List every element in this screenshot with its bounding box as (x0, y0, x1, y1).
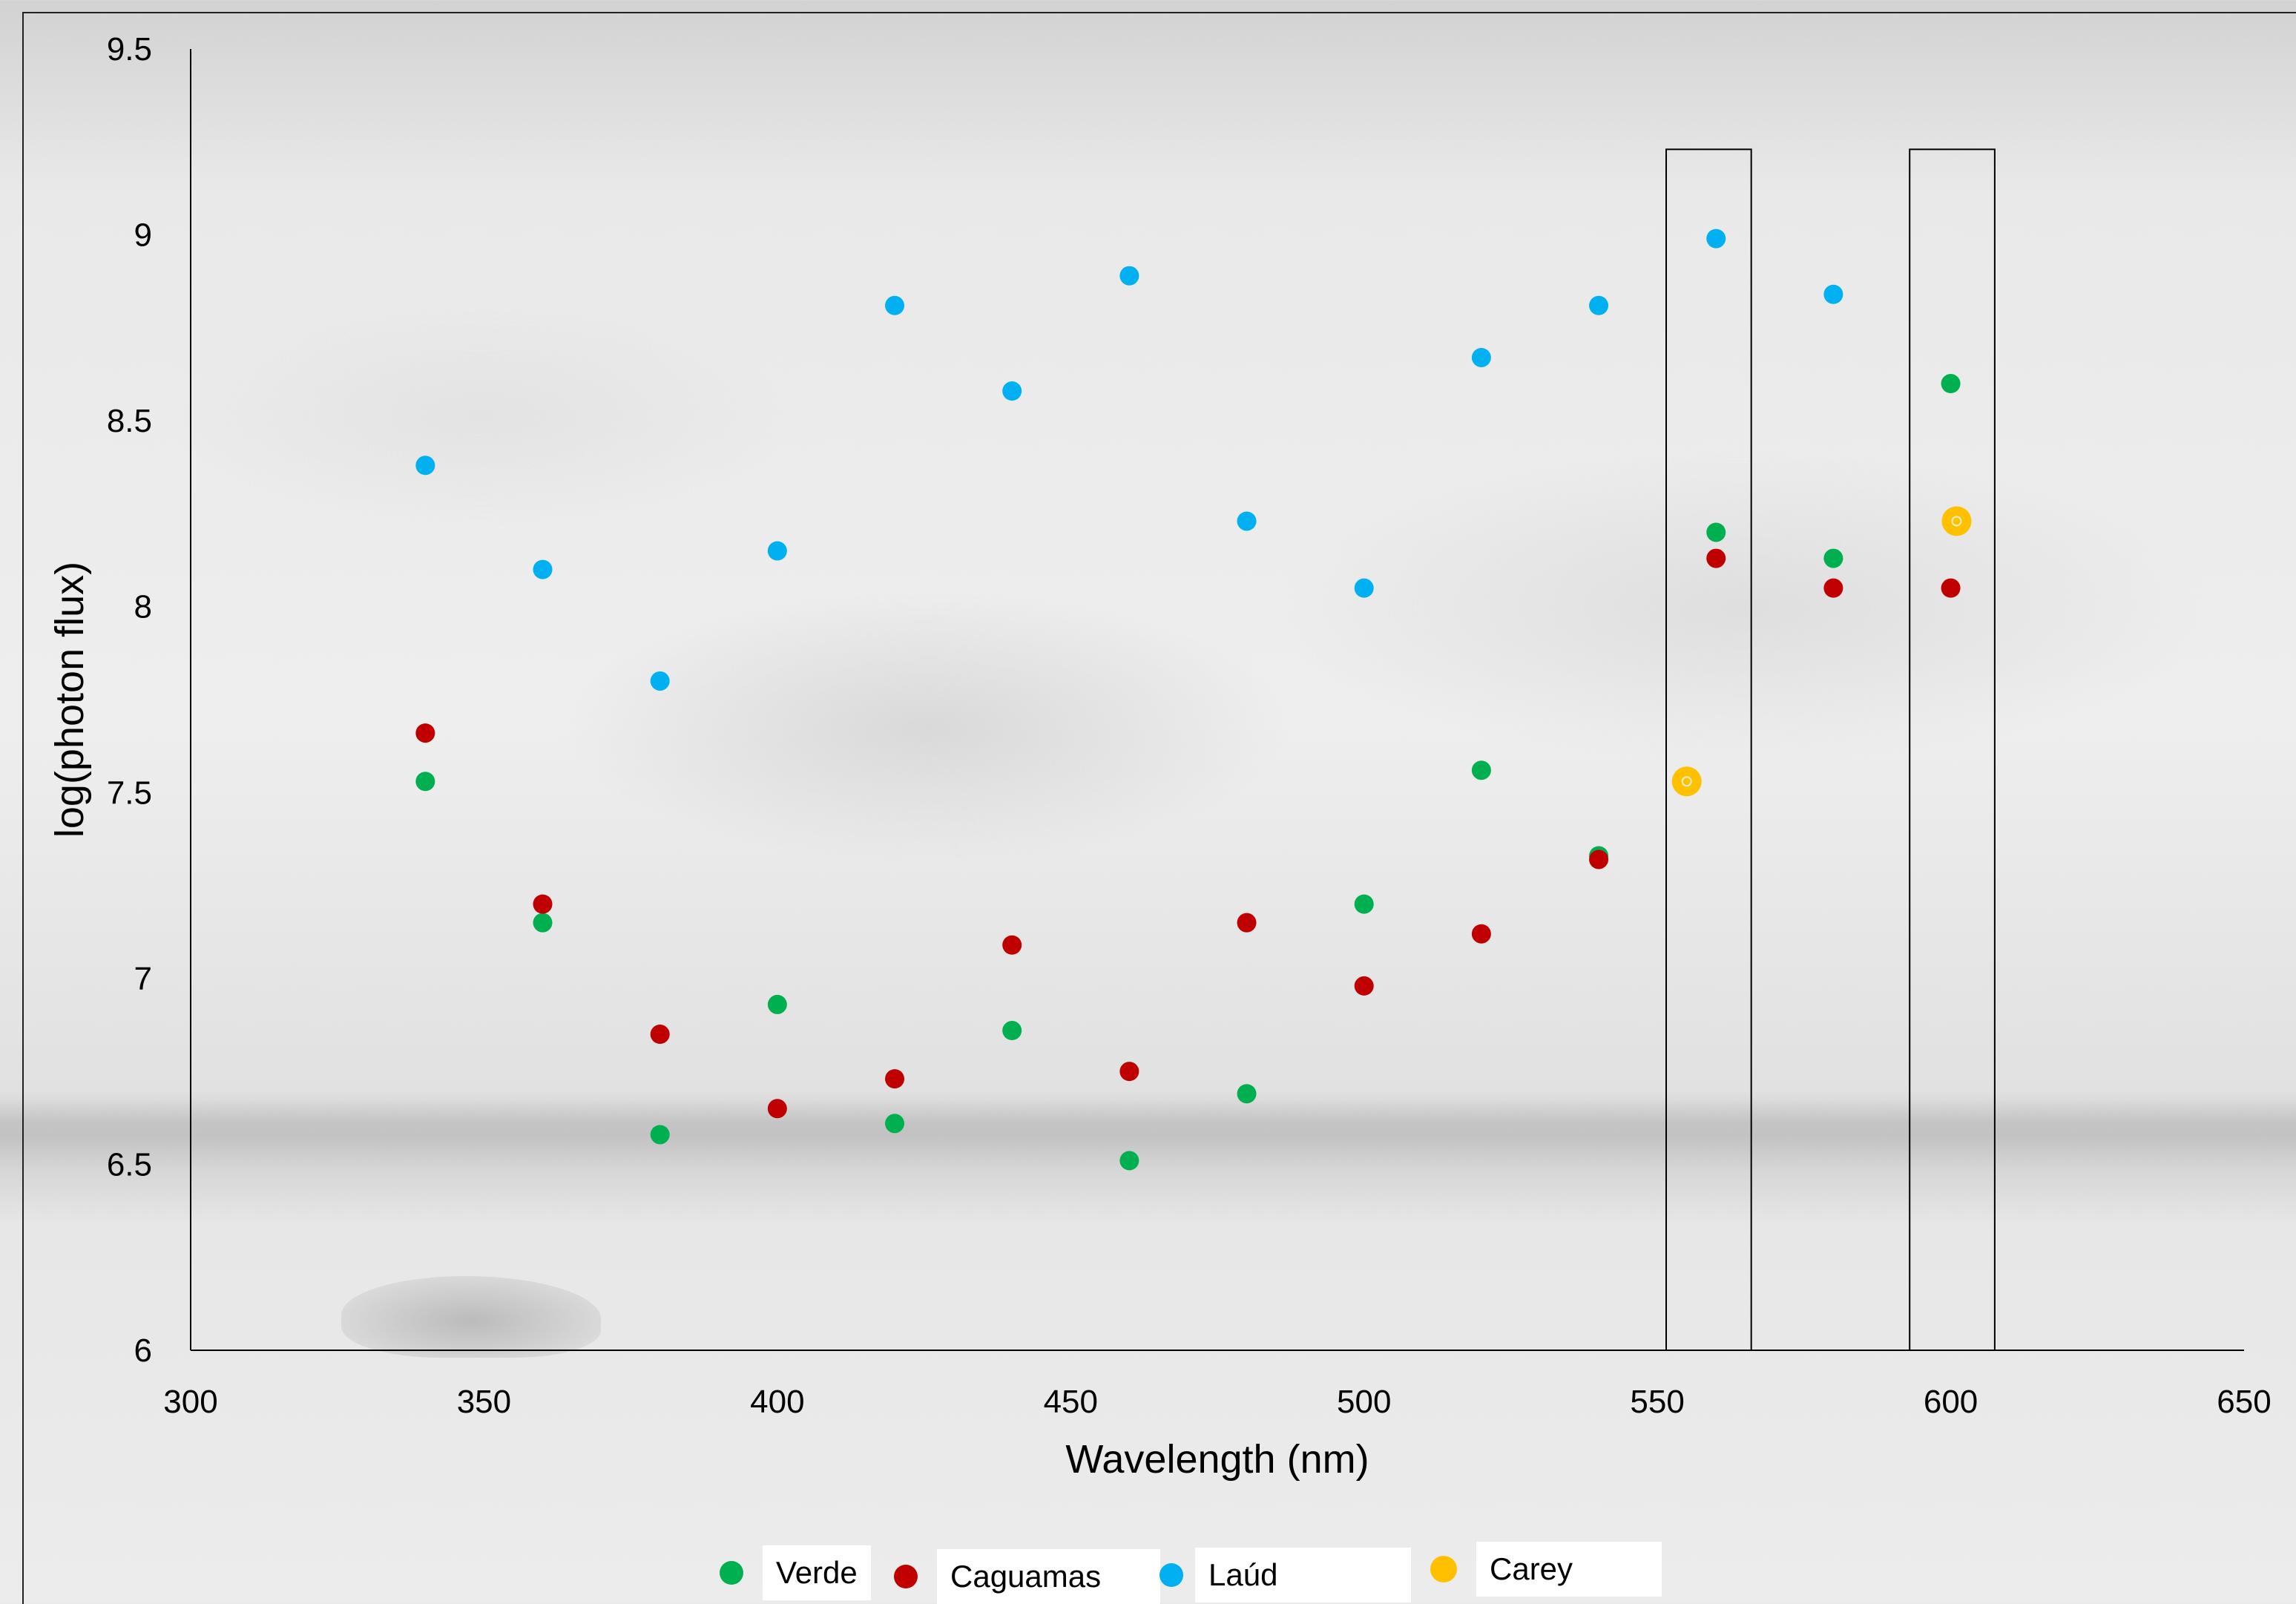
data-point-caguamas (533, 894, 553, 914)
data-point-verde (1706, 522, 1726, 542)
data-point-la-d (1589, 295, 1609, 315)
y-tick-label: 9.5 (107, 31, 152, 68)
data-point-la-d (767, 541, 787, 561)
y-tick-label: 9 (134, 217, 152, 254)
data-point-la-d (885, 295, 905, 315)
data-point-la-d (415, 456, 435, 476)
data-point-caguamas (767, 1099, 787, 1119)
data-point-carey (1671, 766, 1702, 797)
series-la-d (415, 229, 1843, 691)
data-point-verde (650, 1125, 670, 1145)
data-point-la-d (1823, 284, 1843, 304)
x-axis-title: Wavelength (nm) (1065, 1437, 1369, 1482)
data-point-carey (1941, 506, 1972, 536)
data-point-caguamas (1002, 935, 1022, 955)
data-point-caguamas (1237, 913, 1257, 933)
data-point-caguamas (1589, 849, 1609, 870)
x-tick-label: 350 (457, 1384, 511, 1420)
x-tick-label: 450 (1044, 1384, 1098, 1420)
data-point-ring-carey (1951, 516, 1962, 527)
data-point-verde (415, 772, 435, 792)
data-point-la-d (1237, 511, 1257, 531)
data-point-caguamas (650, 1025, 670, 1045)
data-point-ring-carey (1681, 776, 1692, 787)
background-horizon (0, 1098, 2296, 1224)
highlight-box-1 (1665, 148, 1752, 1351)
data-point-verde (1119, 1151, 1139, 1171)
data-point-verde (885, 1114, 905, 1134)
series-verde (415, 374, 1961, 1171)
data-point-la-d (533, 559, 553, 579)
y-tick-label: 6 (134, 1332, 152, 1369)
x-tick-label: 600 (1924, 1384, 1978, 1420)
data-point-la-d (1354, 578, 1374, 598)
data-point-caguamas (1471, 924, 1491, 944)
data-point-verde (1237, 1084, 1257, 1104)
y-tick-labels: 6 6.5 7 7.5 8 8.5 9 9.5 (107, 31, 152, 1369)
data-point-caguamas (885, 1069, 905, 1089)
highlight-box-2 (1909, 148, 1996, 1351)
axes (190, 49, 2244, 1351)
data-point-caguamas (1119, 1062, 1139, 1082)
chart-frame (22, 12, 2296, 1604)
data-point-verde (1002, 1021, 1022, 1041)
data-point-verde (1354, 894, 1374, 914)
data-point-verde (1941, 374, 1961, 394)
data-points (415, 229, 1972, 1171)
highlight-boxes (1665, 148, 1996, 1351)
x-tick-label: 550 (1630, 1384, 1684, 1420)
y-tick-label: 7.5 (107, 775, 152, 811)
x-tick-label: 300 (163, 1384, 217, 1420)
data-point-caguamas (1941, 578, 1961, 598)
y-tick-label: 8 (134, 589, 152, 625)
data-point-la-d (1119, 266, 1139, 286)
data-point-la-d (1471, 347, 1491, 367)
x-tick-labels: 300 350 400 450 500 550 600 650 (163, 1384, 2271, 1420)
data-point-caguamas (1354, 976, 1374, 996)
x-tick-label: 400 (750, 1384, 804, 1420)
data-point-la-d (650, 671, 670, 691)
series-caguamas (415, 548, 1961, 1119)
y-tick-label: 7 (134, 961, 152, 997)
data-point-verde (533, 913, 553, 933)
data-point-la-d (1002, 381, 1022, 401)
data-point-caguamas (1706, 548, 1726, 568)
y-tick-label: 6.5 (107, 1146, 152, 1183)
data-point-la-d (1706, 229, 1726, 249)
data-point-caguamas (1823, 578, 1843, 598)
y-axis-title: log(photon flux) (47, 562, 92, 838)
y-tick-label: 8.5 (107, 403, 152, 439)
background-rock (341, 1276, 601, 1358)
x-tick-label: 650 (2217, 1384, 2271, 1420)
series-carey (1671, 506, 1972, 797)
x-tick-label: 500 (1337, 1384, 1391, 1420)
data-point-verde (1471, 760, 1491, 780)
data-point-verde (767, 994, 787, 1014)
data-point-verde (1823, 548, 1843, 568)
data-point-caguamas (415, 723, 435, 743)
